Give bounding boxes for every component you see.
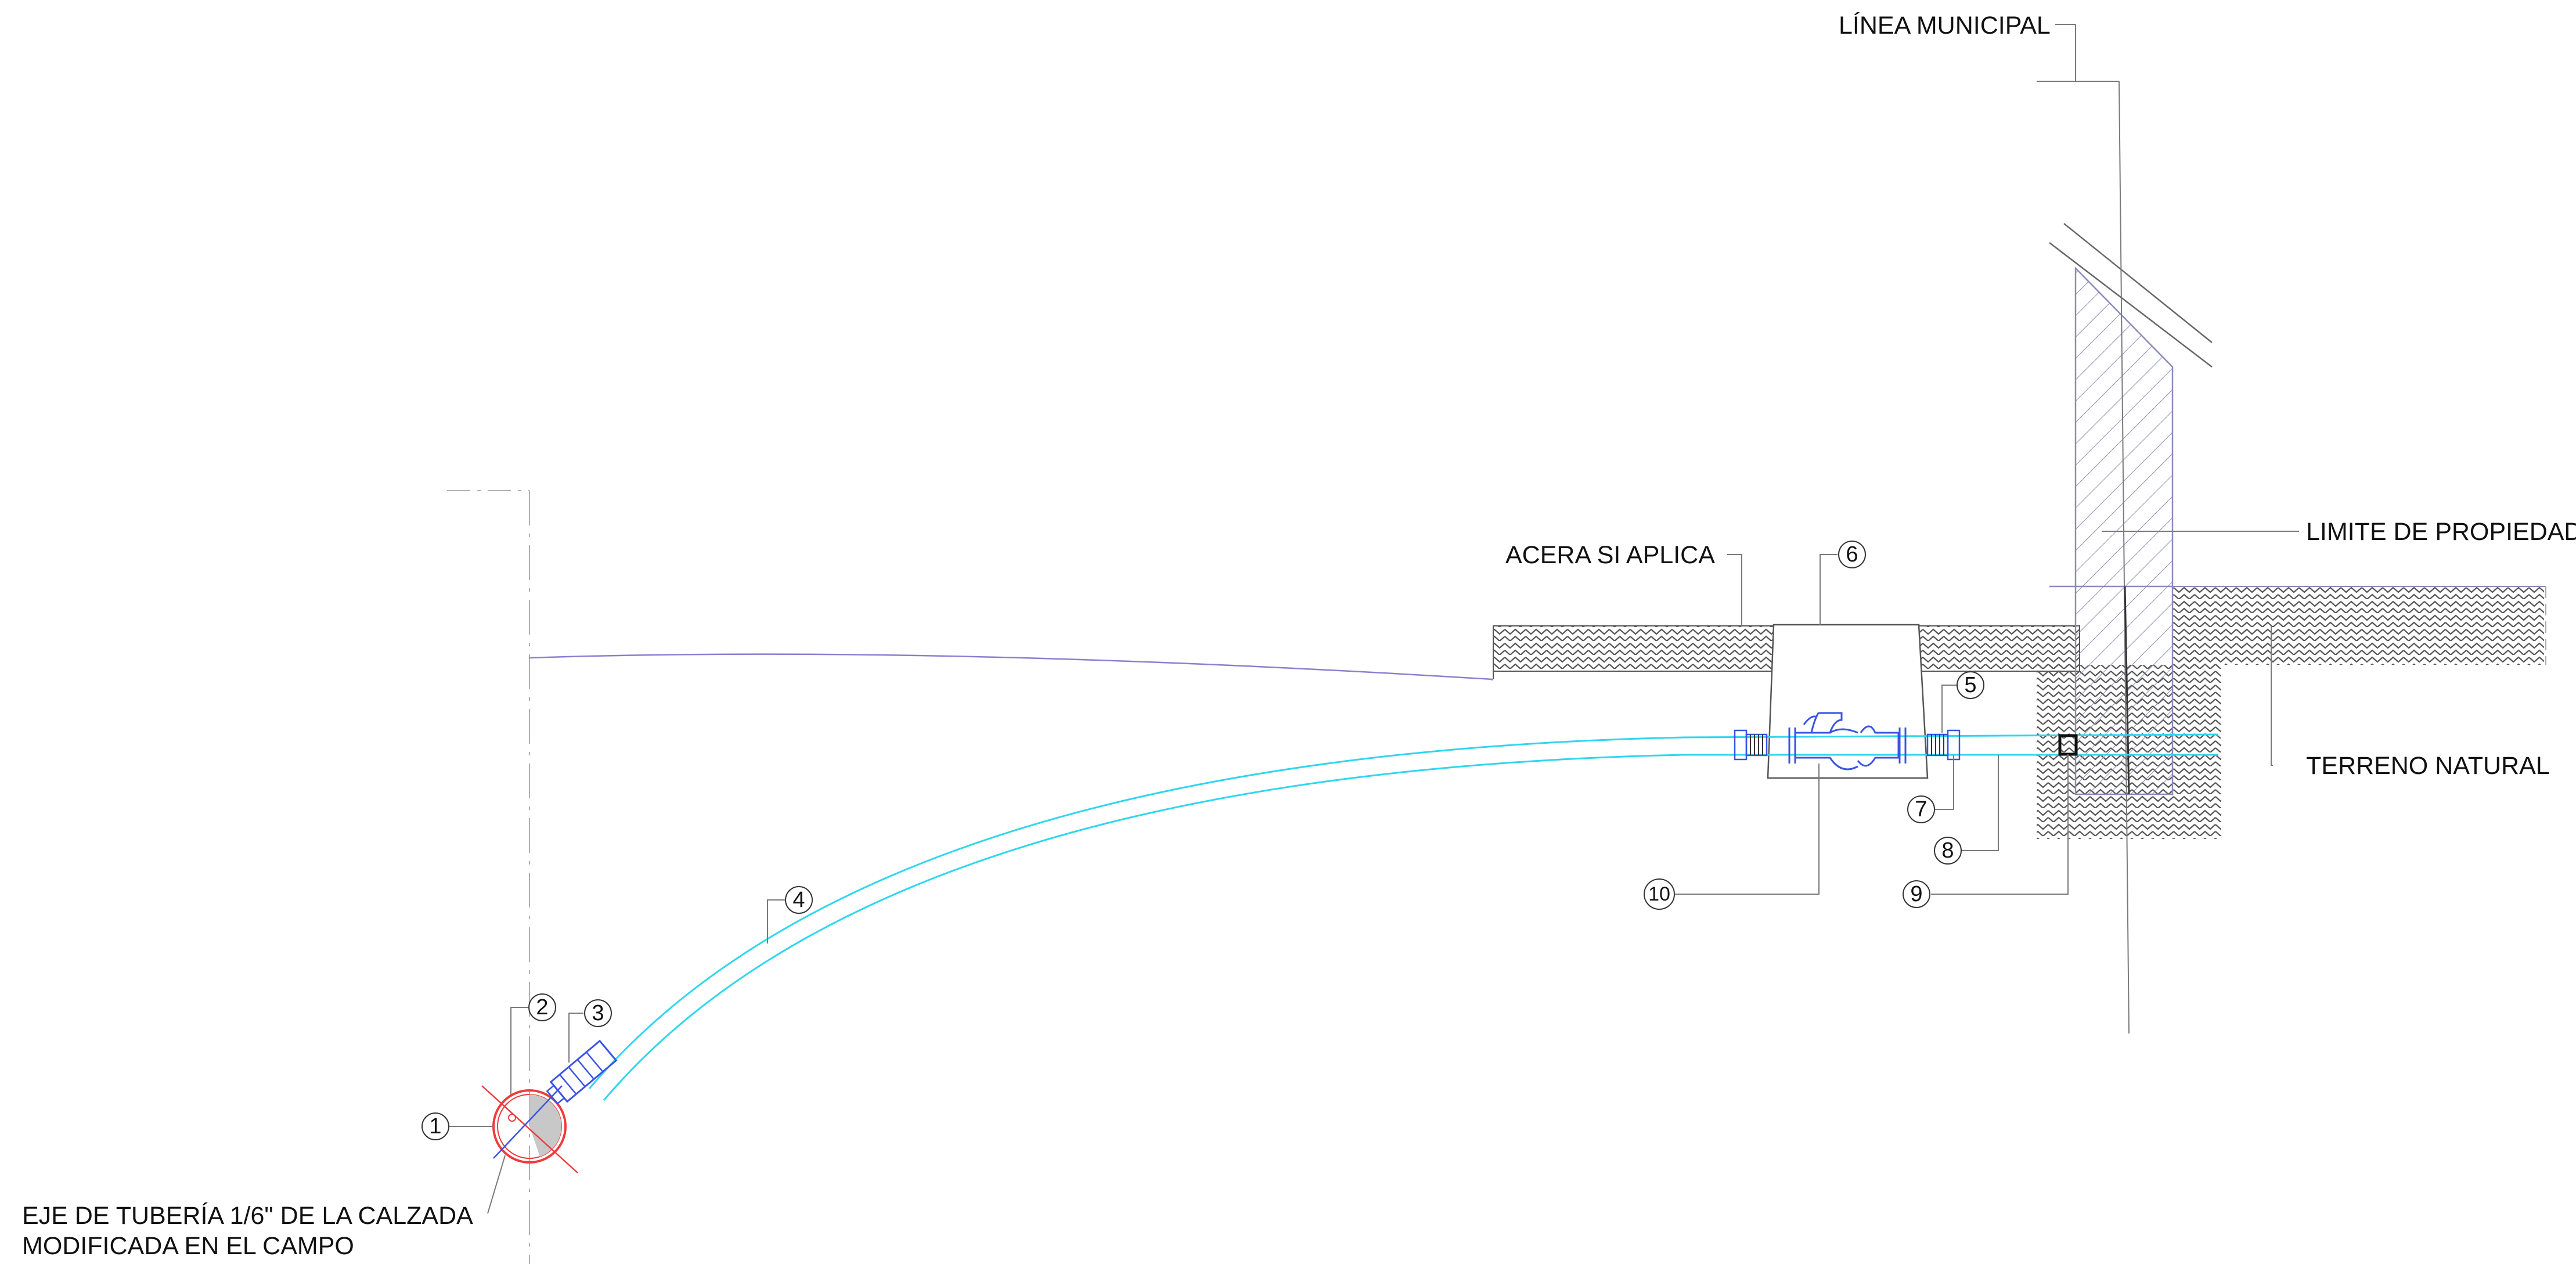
callout-6: 6: [1838, 541, 1866, 568]
meter-valve: [1788, 712, 1907, 770]
svg-text:7: 7: [1915, 797, 1927, 822]
callout-9: 9: [1903, 880, 1930, 908]
service-pipe: [588, 733, 2218, 1101]
callout-4: 4: [785, 886, 813, 914]
svg-text:4: 4: [792, 888, 805, 912]
svg-text:5: 5: [1964, 673, 1976, 697]
callout-3: 3: [584, 999, 612, 1027]
callout-5: 5: [1957, 671, 1984, 699]
svg-text:2: 2: [536, 995, 548, 1020]
coupling-left: [1734, 729, 1768, 761]
meter-box: [1767, 624, 1929, 779]
callout-2: 2: [528, 993, 556, 1021]
corporation-stop: [546, 1039, 618, 1105]
road-centerline: [447, 490, 530, 1264]
municipal-line: [2037, 81, 2130, 1034]
natural-ground-strip: [2173, 586, 2546, 665]
label-natural-ground: TERRENO NATURAL: [2306, 752, 2550, 780]
svg-text:6: 6: [1846, 542, 1858, 567]
callout-10: 10: [1644, 878, 1675, 910]
svg-text:10: 10: [1648, 883, 1670, 905]
label-pipe-axis-line1: EJE DE TUBERÍA 1/6" DE LA CALZADA: [22, 1202, 473, 1230]
callout-7: 7: [1907, 795, 1935, 823]
callout-1: 1: [421, 1112, 449, 1140]
callout-8: 8: [1934, 837, 1962, 865]
svg-text:9: 9: [1910, 882, 1922, 906]
svg-text:1: 1: [429, 1114, 441, 1139]
street-surface-line: [529, 653, 1493, 680]
leader-lines: [449, 531, 2299, 1214]
label-sidewalk: ACERA SI APLICA: [1505, 541, 1715, 569]
svg-text:3: 3: [592, 1001, 604, 1025]
label-municipal-line: LÍNEA MUNICIPAL: [1839, 12, 2051, 39]
label-property-limit: LIMITE DE PROPIEDAD: [2306, 518, 2576, 546]
svg-text:8: 8: [1941, 838, 1954, 863]
label-pipe-axis-line2: MODIFICADA EN EL CAMPO: [22, 1232, 354, 1260]
